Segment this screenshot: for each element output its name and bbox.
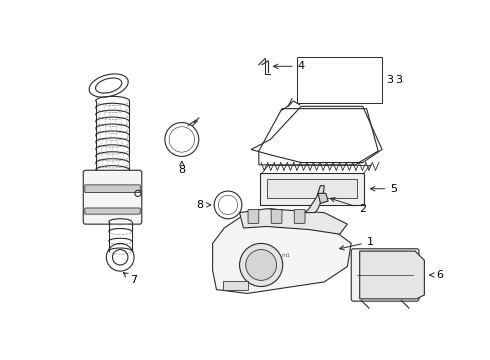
FancyBboxPatch shape: [351, 249, 419, 301]
FancyBboxPatch shape: [85, 208, 140, 214]
Polygon shape: [213, 209, 351, 293]
FancyBboxPatch shape: [267, 180, 357, 198]
FancyBboxPatch shape: [294, 210, 305, 223]
Text: 8: 8: [197, 200, 211, 210]
Text: 7: 7: [123, 273, 138, 285]
Polygon shape: [240, 209, 347, 234]
Polygon shape: [305, 186, 324, 213]
Text: 3: 3: [386, 75, 393, 85]
FancyBboxPatch shape: [223, 281, 248, 291]
Polygon shape: [318, 193, 328, 203]
Text: 5: 5: [370, 184, 397, 194]
Text: 4: 4: [273, 61, 305, 71]
Text: m1: m1: [281, 253, 290, 258]
Circle shape: [246, 249, 276, 280]
Circle shape: [240, 243, 283, 287]
Text: 3: 3: [383, 75, 402, 85]
FancyBboxPatch shape: [271, 210, 282, 223]
Text: 1: 1: [340, 237, 374, 250]
Text: 6: 6: [430, 270, 443, 280]
FancyBboxPatch shape: [85, 185, 140, 193]
FancyBboxPatch shape: [83, 170, 142, 224]
FancyBboxPatch shape: [260, 172, 365, 205]
Text: 8: 8: [178, 161, 185, 175]
Polygon shape: [360, 251, 424, 299]
Text: 2: 2: [330, 198, 367, 214]
FancyBboxPatch shape: [248, 210, 259, 223]
Bar: [297, 57, 382, 103]
